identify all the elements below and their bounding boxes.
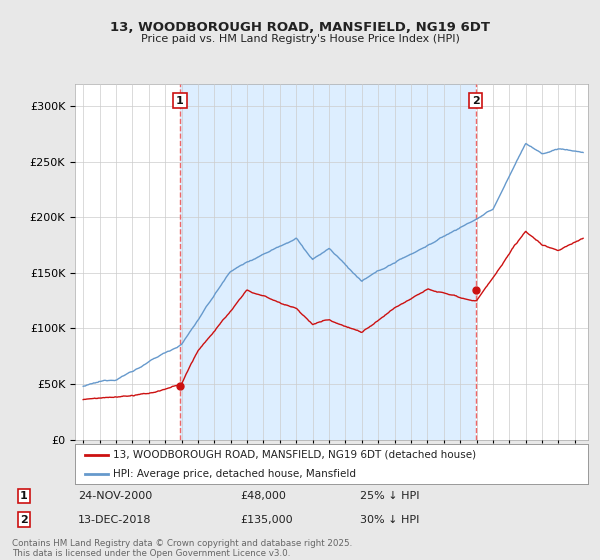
Text: £48,000: £48,000 — [240, 491, 286, 501]
Text: Price paid vs. HM Land Registry's House Price Index (HPI): Price paid vs. HM Land Registry's House … — [140, 34, 460, 44]
Text: 1: 1 — [20, 491, 28, 501]
Text: Contains HM Land Registry data © Crown copyright and database right 2025.
This d: Contains HM Land Registry data © Crown c… — [12, 539, 352, 558]
Text: 1: 1 — [176, 96, 184, 106]
Text: 2: 2 — [472, 96, 479, 106]
Text: 24-NOV-2000: 24-NOV-2000 — [78, 491, 152, 501]
Text: 2: 2 — [20, 515, 28, 525]
Text: 25% ↓ HPI: 25% ↓ HPI — [360, 491, 419, 501]
Text: 30% ↓ HPI: 30% ↓ HPI — [360, 515, 419, 525]
Text: HPI: Average price, detached house, Mansfield: HPI: Average price, detached house, Mans… — [113, 469, 356, 478]
Text: 13, WOODBOROUGH ROAD, MANSFIELD, NG19 6DT (detached house): 13, WOODBOROUGH ROAD, MANSFIELD, NG19 6D… — [113, 450, 476, 460]
Text: £135,000: £135,000 — [240, 515, 293, 525]
Bar — [180, 84, 476, 440]
Text: 13-DEC-2018: 13-DEC-2018 — [78, 515, 151, 525]
Text: 13, WOODBOROUGH ROAD, MANSFIELD, NG19 6DT: 13, WOODBOROUGH ROAD, MANSFIELD, NG19 6D… — [110, 21, 490, 34]
